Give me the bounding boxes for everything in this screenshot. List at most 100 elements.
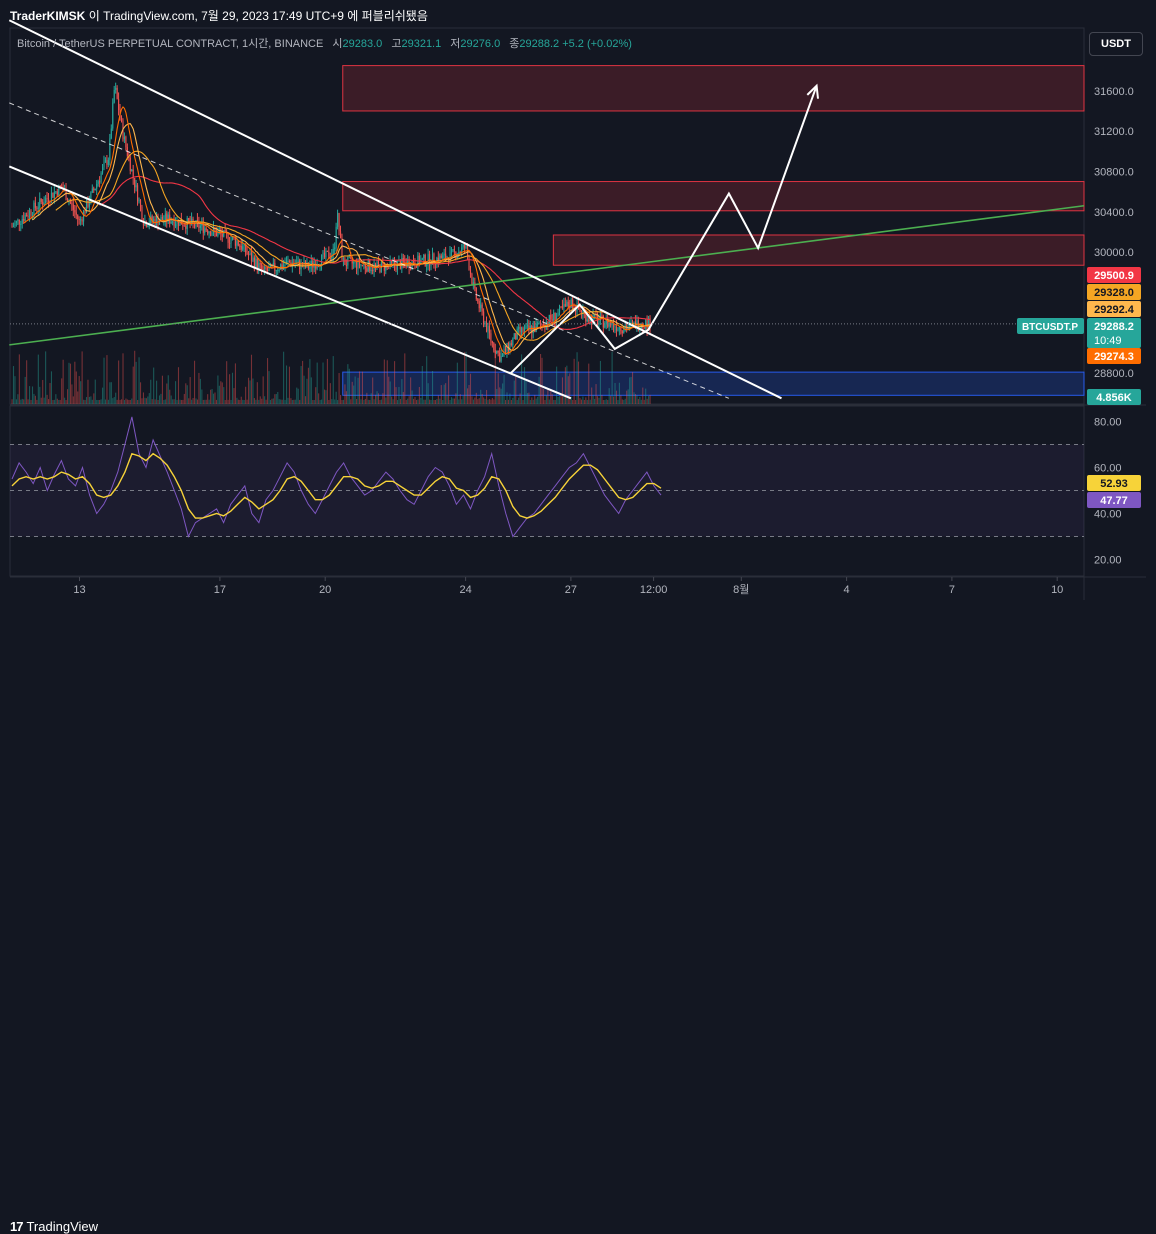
candle-body — [389, 259, 391, 266]
volume-bar — [315, 387, 317, 404]
candle-body — [85, 200, 88, 214]
volume-bar — [37, 354, 39, 404]
candle-body — [487, 325, 489, 332]
candle-body — [379, 264, 381, 273]
candle-body — [135, 185, 137, 188]
candle-body — [36, 207, 38, 209]
low-label: 저 — [450, 38, 461, 50]
volume-bar — [302, 360, 304, 404]
volume-bar — [577, 361, 580, 404]
price-pane[interactable] — [9, 27, 1085, 405]
candle-body — [553, 312, 555, 321]
candle-body — [99, 181, 101, 183]
volume-bar — [99, 399, 101, 404]
volume-bar — [367, 399, 369, 404]
open-value: 29283.0 — [342, 38, 383, 50]
symbol-legend[interactable]: Bitcoin / TetherUS PERPETUAL CONTRACT, 1… — [17, 35, 632, 51]
volume-bar — [399, 399, 401, 404]
symbol-title[interactable]: Bitcoin / TetherUS PERPETUAL CONTRACT, 1… — [17, 38, 324, 50]
tradingview-logo[interactable]: 17 TradingView — [10, 1219, 98, 1234]
candle-body — [80, 219, 82, 221]
rsi-line — [11, 416, 662, 538]
volume-bar — [481, 393, 483, 404]
time-axis: 13 17 20 24 27 12:00 8월 4 7 10 — [73, 577, 1063, 596]
projection-arrowhead — [806, 83, 819, 99]
chart-canvas[interactable]: 31600.0 31200.0 30800.0 30400.0 30000.0 28800… — [0, 0, 1156, 606]
volume-bar — [46, 394, 48, 404]
candle-body — [477, 298, 479, 302]
candle-body — [50, 192, 53, 202]
supply-zone — [342, 65, 1085, 112]
volume-bar — [430, 399, 432, 404]
volume-bar — [353, 385, 355, 404]
candle-body — [364, 264, 366, 269]
volume-bar — [258, 399, 260, 404]
candle-body — [33, 202, 35, 215]
candle-body — [259, 263, 261, 265]
candle-body — [55, 191, 57, 193]
currency-button[interactable]: USDT — [1089, 32, 1143, 56]
candle-body — [121, 117, 123, 121]
rsi-indicator — [11, 416, 662, 538]
volume-bar — [407, 398, 409, 404]
volume-bar — [255, 399, 257, 404]
candle-body — [521, 327, 523, 333]
volume-bar — [265, 399, 267, 404]
candle-body — [147, 226, 149, 228]
volume-bar — [605, 399, 607, 404]
candle-body — [157, 216, 159, 225]
candle-body — [248, 253, 250, 255]
volume-bar — [354, 376, 356, 404]
volume-bar — [348, 368, 350, 404]
ma-badge-bg — [1087, 284, 1141, 300]
candle-body — [350, 257, 352, 259]
candle-body — [356, 261, 358, 269]
volume-bar — [513, 380, 515, 404]
volume-bars — [11, 350, 651, 404]
candle-body — [538, 322, 540, 324]
volume-bar — [534, 395, 536, 404]
volume-bar — [601, 394, 603, 404]
last-price-badge-bg — [1087, 318, 1141, 348]
candle-body — [332, 248, 334, 256]
volume-bar — [323, 389, 326, 404]
volume-bar — [521, 354, 523, 404]
volume-bar — [475, 392, 477, 404]
candle-body — [404, 261, 406, 263]
volume-bar — [17, 394, 19, 404]
supply-zone — [342, 181, 1085, 212]
time-tick-label: 13 — [73, 584, 85, 596]
volume-bar — [478, 398, 480, 404]
candle-body — [96, 183, 98, 189]
volume-bar — [398, 386, 400, 404]
candle-body — [277, 270, 279, 272]
candle-body — [570, 299, 572, 308]
volume-bar — [500, 388, 502, 404]
candle-body — [608, 322, 610, 327]
volume-bar — [297, 388, 299, 404]
candle-body — [516, 328, 518, 340]
volume-bar — [172, 399, 174, 404]
candle-body — [34, 202, 36, 208]
volume-bar — [161, 375, 163, 404]
candle-body — [506, 343, 508, 353]
rsi-ma-badge-bg — [1087, 475, 1141, 491]
demand-zone — [342, 371, 1085, 396]
volume-bar — [195, 398, 197, 404]
volume-bar — [487, 399, 489, 404]
volume-bar — [471, 396, 473, 404]
candle-body — [522, 327, 524, 333]
candle-body — [110, 128, 112, 139]
candle-body — [52, 192, 54, 198]
author-name[interactable]: TraderKIMSK — [10, 9, 86, 23]
candle-body — [513, 333, 515, 340]
volume-bar — [277, 391, 279, 404]
candle-body — [68, 201, 70, 203]
candle-body — [338, 212, 340, 232]
volume-bar — [264, 396, 266, 404]
volume-bar — [459, 394, 461, 404]
candle-body — [601, 315, 603, 317]
volume-bar — [215, 399, 217, 404]
candle-body — [632, 321, 634, 323]
candle-body — [100, 173, 102, 182]
